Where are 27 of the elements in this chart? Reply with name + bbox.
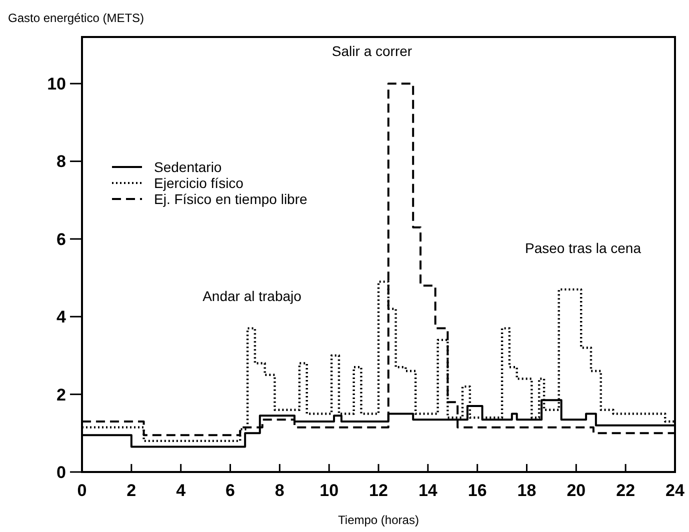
y-tick-label: 6 bbox=[56, 230, 66, 249]
x-tick-label: 12 bbox=[369, 481, 388, 500]
y-tick-label: 8 bbox=[56, 152, 66, 172]
x-tick-label: 18 bbox=[517, 481, 536, 500]
x-tick-label: 6 bbox=[226, 481, 235, 500]
y-tick-label: 4 bbox=[56, 308, 67, 327]
x-tick-label: 24 bbox=[666, 481, 685, 500]
x-tick-label: 22 bbox=[616, 481, 636, 500]
x-tick-label: 14 bbox=[418, 481, 438, 500]
x-tick-label: 8 bbox=[274, 481, 284, 500]
annotation: Salir a correr bbox=[332, 43, 412, 59]
x-tick-label: 4 bbox=[176, 481, 186, 500]
legend-label: Ejercicio físico bbox=[154, 174, 244, 191]
legend-label: Ej. Físico en tiempo libre bbox=[154, 190, 308, 207]
x-tick-label: 10 bbox=[320, 481, 339, 500]
y-tick-label: 10 bbox=[47, 74, 66, 94]
y-tick-label: 2 bbox=[56, 385, 66, 404]
y-axis-title: Gasto energético (METS) bbox=[8, 11, 144, 25]
x-tick-label: 16 bbox=[468, 481, 487, 500]
annotation: Andar al trabajo bbox=[202, 288, 302, 304]
y-tick-label: 0 bbox=[56, 462, 66, 482]
annotation: Paseo tras la cena bbox=[525, 240, 642, 256]
x-axis-title: Tiempo (horas) bbox=[338, 513, 419, 527]
x-tick-label: 20 bbox=[566, 481, 586, 500]
x-tick-label: 0 bbox=[77, 481, 87, 500]
x-tick-label: 2 bbox=[126, 481, 136, 500]
legend-label: Sedentario bbox=[154, 158, 222, 175]
